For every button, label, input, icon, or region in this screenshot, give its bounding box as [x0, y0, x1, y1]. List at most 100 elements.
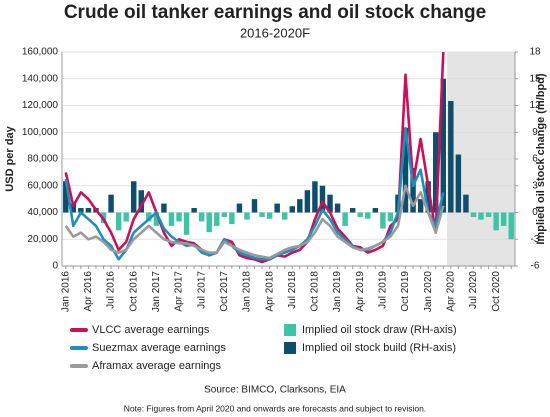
bar	[455, 154, 462, 213]
y2-tick-label: 12	[529, 100, 541, 111]
bar	[342, 212, 348, 226]
y2-tick-label: 0	[532, 207, 538, 218]
x-tick-label: Jan 2019	[332, 271, 343, 313]
bar	[176, 212, 182, 222]
bar	[365, 212, 371, 219]
x-tick-label: Jul 2018	[287, 271, 298, 309]
bar	[168, 212, 175, 226]
bar	[123, 212, 129, 222]
legend-label: Implied oil stock draw (RH-axis)	[302, 324, 457, 336]
bar	[259, 212, 265, 217]
y-tick-label: 20,000	[27, 234, 58, 245]
bar	[433, 132, 439, 213]
bar	[357, 212, 363, 217]
bar	[448, 101, 454, 213]
bar	[206, 212, 212, 233]
source: Source: BIMCO, Clarksons, EIA	[204, 385, 346, 396]
bar	[115, 212, 122, 231]
bar	[236, 203, 243, 213]
bar	[485, 212, 492, 217]
bar	[63, 181, 69, 213]
line	[64, 51, 445, 264]
x-tick-label: Oct 2016	[128, 271, 139, 312]
bar	[266, 212, 273, 219]
bar	[131, 181, 137, 213]
legend-label: Aframax average earnings	[92, 360, 222, 372]
bar	[425, 181, 431, 213]
x-tick-label: Oct 2018	[310, 271, 321, 312]
y-tick-label: 120,000	[22, 100, 59, 111]
legend-swatch	[284, 324, 296, 336]
bar	[153, 212, 160, 226]
y2-tick-label: 18	[529, 47, 541, 58]
bar	[138, 190, 144, 213]
bar	[402, 127, 409, 213]
x-tick-label: Jan 2016	[60, 271, 71, 313]
bar	[191, 208, 197, 213]
legend-swatch	[284, 342, 296, 354]
bar	[417, 199, 424, 213]
x-tick-label: Jan 2018	[242, 271, 253, 313]
bar	[478, 212, 484, 220]
bar	[183, 212, 190, 235]
bar	[349, 208, 356, 213]
x-tick-label: Apr 2018	[264, 271, 275, 312]
bar	[500, 212, 507, 226]
x-tick-label: Apr 2016	[83, 271, 94, 312]
bar	[463, 194, 469, 213]
bar	[470, 212, 477, 217]
bar	[214, 212, 220, 226]
y-tick-label: 40,000	[27, 207, 58, 218]
bar	[198, 212, 205, 222]
bar	[221, 212, 228, 217]
bar	[372, 208, 379, 213]
bar	[229, 212, 235, 225]
x-tick-label: Jan 2017	[151, 271, 162, 313]
bar	[334, 203, 341, 213]
y-tick-label: 100,000	[22, 127, 59, 138]
line	[64, 184, 445, 260]
x-tick-label: Apr 2020	[445, 271, 456, 312]
bar	[508, 212, 514, 240]
y-tick-label: 80,000	[27, 154, 58, 165]
bar	[161, 203, 167, 213]
note: Note: Figures from April 2020 and onward…	[124, 403, 426, 413]
bar	[274, 203, 280, 213]
bar	[85, 208, 92, 213]
bar	[380, 212, 386, 229]
bar	[244, 212, 250, 220]
x-tick-label: Jul 2016	[106, 271, 117, 309]
bar	[297, 199, 303, 213]
chart-title: Crude oil tanker earnings and oil stock …	[64, 2, 486, 23]
bar	[410, 167, 416, 213]
y2-tick-label: 3	[532, 180, 538, 191]
x-tick-label: Oct 2020	[491, 271, 502, 312]
bar	[327, 194, 333, 213]
x-tick-label: Apr 2019	[355, 271, 366, 312]
y2-tick-label: 9	[532, 127, 538, 138]
bar	[251, 199, 258, 213]
bar	[70, 203, 77, 213]
y2-tick-label: -6	[531, 261, 540, 272]
y-axis-label: USD per day	[4, 125, 16, 191]
legend-label: Suezmax average earnings	[92, 342, 226, 354]
bar	[304, 190, 311, 213]
bar	[493, 212, 499, 231]
y-tick-label: 0	[52, 261, 58, 272]
legend-label: Implied oil stock build (RH-axis)	[302, 342, 456, 354]
bar	[289, 206, 295, 213]
y2-axis-label: Implied oil stock change (m/bpd)	[535, 73, 547, 244]
y2-tick-label: 6	[532, 154, 538, 165]
x-tick-label: Jul 2017	[196, 271, 207, 309]
bar	[319, 185, 326, 213]
chart-subtitle: 2016-2020F	[240, 25, 310, 40]
x-tick-label: Jan 2020	[423, 271, 434, 313]
x-tick-label: Oct 2017	[219, 271, 230, 312]
bar	[282, 212, 288, 220]
bar	[312, 181, 318, 213]
bar	[387, 212, 394, 222]
x-tick-label: Jul 2020	[468, 271, 479, 309]
bar	[146, 212, 152, 222]
y2-tick-label: 15	[529, 73, 541, 84]
